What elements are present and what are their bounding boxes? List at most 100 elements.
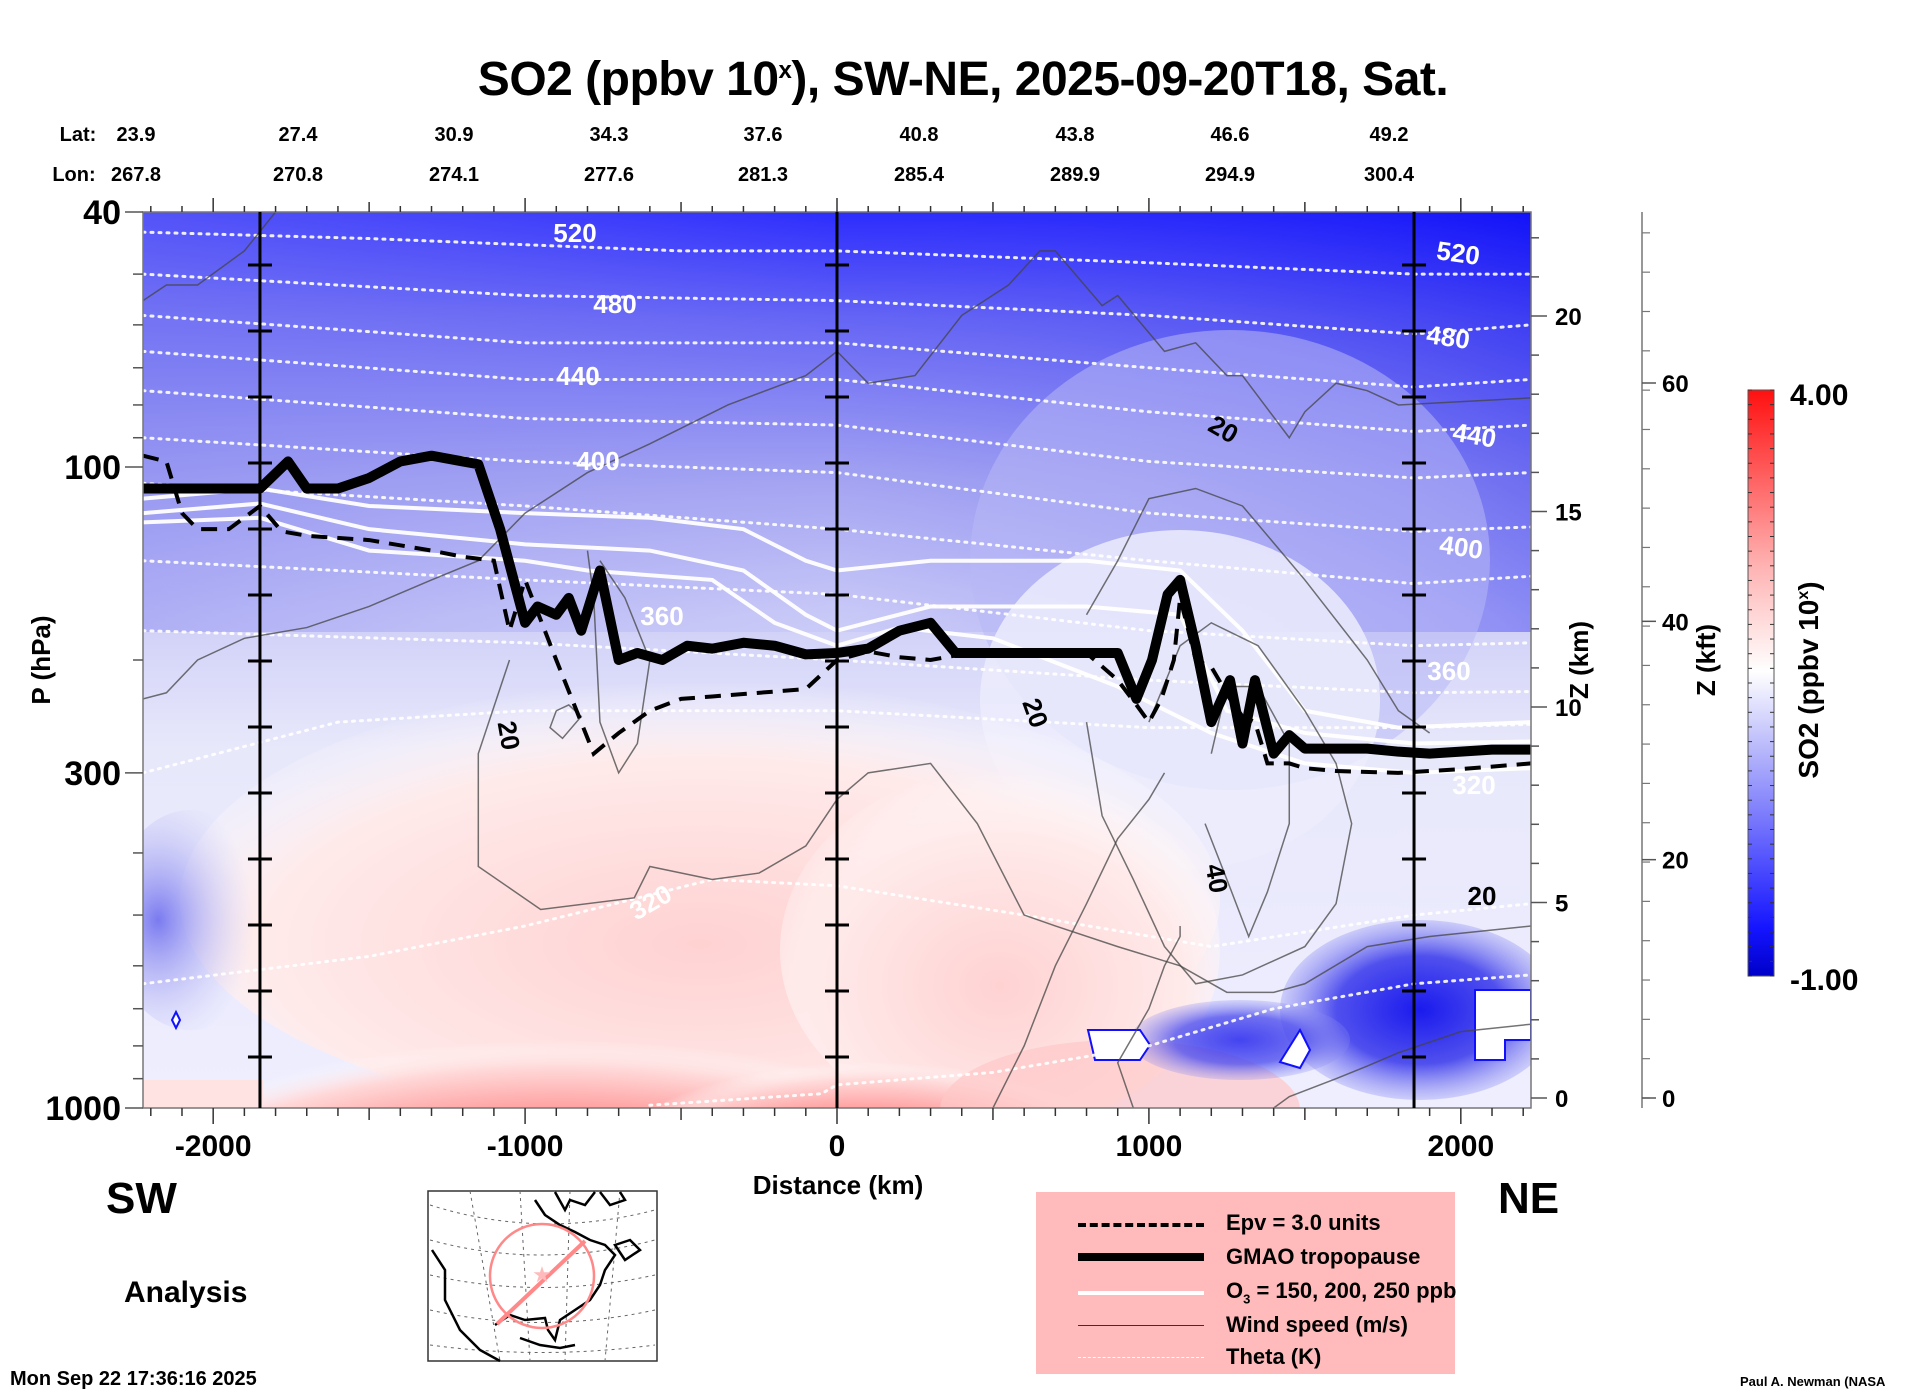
lat-value: 43.8 (1055, 124, 1095, 146)
theta-label: 360 (1427, 656, 1470, 686)
z-km-tick-label: 20 (1555, 304, 1582, 331)
dotted-line-icon (1078, 1357, 1204, 1358)
z-kft-axis-title: Z (kft) (1691, 624, 1721, 696)
z-kft-tick-label: 60 (1662, 371, 1689, 398)
theta-label: 320 (1452, 770, 1495, 800)
ozone-legend-text: O3 = 150, 200, 250 ppb (1226, 1278, 1457, 1307)
theta-contour (143, 313, 1531, 389)
wind-speed-label: 20 (1468, 881, 1497, 911)
timestamp: Mon Sep 22 17:36:16 2025 (10, 1368, 257, 1390)
lat-value: 40.8 (899, 124, 939, 146)
legend-item-wind: Wind speed (m/s) (1036, 1308, 1455, 1342)
lat-value: 23.9 (116, 124, 156, 146)
lat-value: 46.6 (1210, 124, 1250, 146)
z-kft-tick-label: 40 (1662, 609, 1689, 636)
x-tick-label: 1000 (1116, 1130, 1183, 1163)
wind-contour (143, 250, 1531, 700)
z-km-tick-label: 15 (1555, 500, 1582, 527)
theta-label: 440 (1451, 417, 1499, 454)
theta-label: 400 (576, 446, 619, 476)
theta-label: 440 (556, 361, 599, 391)
wind-contour (477, 659, 1531, 994)
lon-value: 294.9 (1204, 164, 1256, 186)
y-axis-pressure: 40 100 300 1000 (45, 194, 143, 1128)
dashed-line-icon (1078, 1223, 1204, 1227)
wind-contour (1204, 685, 1291, 939)
z-km-tick-label: 0 (1555, 1086, 1568, 1113)
credit: Paul A. Newman (NASA (1740, 1374, 1886, 1389)
section-marker-lines (247, 212, 1427, 1108)
lat-value: 49.2 (1369, 124, 1409, 146)
legend-item-ozone: O3 = 150, 200, 250 ppb (1036, 1274, 1457, 1308)
section-path (495, 1239, 587, 1326)
legend-item-theta: Theta (K) (1036, 1340, 1455, 1374)
lon-value: 281.3 (737, 164, 789, 186)
wind-contour (586, 550, 651, 775)
z-kft-tick-label: 20 (1662, 848, 1689, 875)
thin-line-icon (1078, 1325, 1204, 1326)
lat-value: 30.9 (434, 124, 474, 146)
legend-item-epv: Epv = 3.0 units (1036, 1206, 1455, 1240)
lat-value: 34.3 (589, 124, 629, 146)
theta-label: 400 (1438, 529, 1485, 565)
z-km-tick-label: 5 (1555, 891, 1568, 918)
tropopause-line (143, 450, 1531, 759)
theta-contour (143, 349, 1531, 433)
tropopause-line-group (143, 450, 1531, 759)
sw-label: SW (106, 1174, 177, 1223)
x-tick-label: 2000 (1427, 1130, 1494, 1163)
wind-speed-label: 20 (492, 719, 527, 753)
lon-value: 274.1 (428, 164, 480, 186)
x-tick-label: -1000 (487, 1130, 564, 1163)
x-axis-title: Distance (km) (753, 1170, 924, 1200)
lon-label: Lon: (52, 164, 96, 186)
colorbar (1747, 389, 1775, 977)
lat-value: 27.4 (278, 124, 318, 146)
lon-value: 270.8 (272, 164, 324, 186)
theta-contour (143, 481, 1531, 586)
theta-label: 480 (1425, 319, 1472, 355)
wind-contour (549, 703, 583, 740)
lon-value: 267.8 (110, 164, 162, 186)
wind-contour (143, 212, 277, 302)
radius-circle (488, 1222, 596, 1330)
colorbar-title: SO2 (ppbv 10x) (1793, 581, 1824, 778)
theta-label: 520 (1435, 235, 1482, 271)
chart-title: SO2 (ppbv 10x), SW-NE, 2025-09-20T18, Sa… (477, 53, 1449, 106)
wind-contour (1273, 1023, 1531, 1108)
y-tick-label: 1000 (45, 1090, 121, 1128)
wind-speed-label: 40 (1200, 862, 1235, 896)
wind-contour (1085, 621, 1353, 985)
theta-contour (143, 389, 1531, 480)
theta-contour (143, 272, 1531, 336)
y-axis-z-km: 0 5 10 15 20 (1531, 237, 1582, 1113)
theta-label: 480 (593, 289, 636, 319)
y-tick-label: 300 (64, 755, 121, 793)
y-axis-z-kft: 0 20 40 60 (1641, 212, 1689, 1113)
legend: Epv = 3.0 units GMAO tropopause O3 = 150… (1036, 1192, 1457, 1374)
analysis-label: Analysis (124, 1276, 248, 1309)
legend-item-tropopause: GMAO tropopause (1036, 1240, 1455, 1274)
thick-line-icon (1078, 1253, 1204, 1261)
wind-contour (1085, 487, 1431, 734)
center-star-icon: ★ (532, 1262, 552, 1287)
colorbar-min-label: -1.00 (1790, 964, 1858, 997)
y-axis-title: P (hPa) (26, 615, 56, 704)
theta-contour (143, 709, 1531, 775)
ne-label: NE (1498, 1174, 1560, 1223)
x-axis: -2000 -1000 0 1000 2000 (150, 198, 1524, 1163)
lat-label: Lat: (59, 124, 97, 146)
coastline-icon (430, 1191, 642, 1363)
lon-value: 277.6 (583, 164, 635, 186)
y-tick-label: 40 (83, 194, 121, 232)
colorbar-gradient (1747, 389, 1775, 977)
theta-label: 520 (553, 218, 596, 248)
x-tick-label: -2000 (175, 1130, 252, 1163)
y-tick-label: 100 (64, 449, 121, 487)
colorbar-max-label: 4.00 (1790, 379, 1848, 412)
theta-contour (143, 559, 1531, 648)
lon-value: 289.9 (1049, 164, 1101, 186)
wind-contour (992, 772, 1166, 1108)
wind-contour (1116, 925, 1181, 1108)
